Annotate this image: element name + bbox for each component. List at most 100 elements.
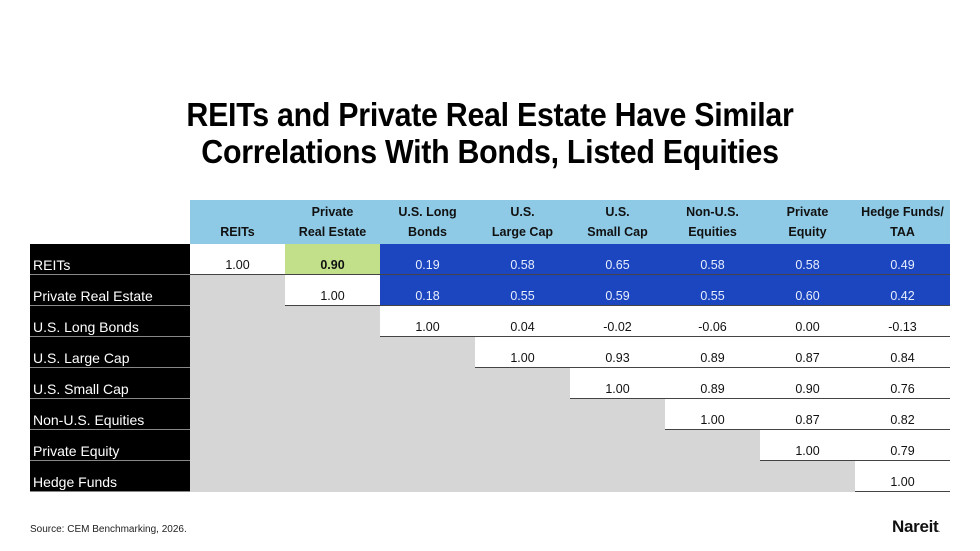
empty-cell <box>475 461 570 492</box>
empty-cell <box>380 368 475 399</box>
empty-cell <box>380 399 475 430</box>
empty-cell <box>475 430 570 461</box>
label-divider <box>30 274 190 275</box>
row-divider <box>570 398 950 399</box>
label-divider <box>30 429 190 430</box>
column-header: U.S. Long Bonds <box>380 200 475 244</box>
title-line-2: Correlations With Bonds, Listed Equities <box>201 133 779 170</box>
label-divider <box>30 336 190 337</box>
title-line-1: REITs and Private Real Estate Have Simil… <box>186 96 794 133</box>
correlation-cell: 0.79 <box>890 444 915 458</box>
table-header: REITs Private Real Estate U.S. Long Bonds U.S… <box>190 200 950 244</box>
column-header-line1: U.S. <box>510 205 535 219</box>
empty-cell <box>380 461 475 492</box>
column-header: Hedge Funds/TAA <box>855 200 950 244</box>
empty-cell <box>190 399 285 430</box>
column-header: Non-U.S. Equities <box>665 200 760 244</box>
empty-cell <box>760 461 855 492</box>
correlation-cell: 0.65 <box>570 244 665 275</box>
table-row: Private Real Estate 1.00 0.18 0.55 0.59 0.55 0… <box>30 275 950 306</box>
column-header-line1: Hedge Funds/ <box>861 205 944 219</box>
correlation-cell: 1.00 <box>605 382 630 396</box>
row-label: Non-U.S. Equities <box>30 399 190 430</box>
row-divider <box>475 367 950 368</box>
correlation-cell: 0.89 <box>700 351 725 365</box>
column-header-line2: REITs <box>220 225 255 239</box>
logo-dot: . <box>938 528 940 534</box>
column-header-line2: Small Cap <box>587 225 648 239</box>
correlation-cell: 0.42 <box>855 275 950 306</box>
table-row: U.S. Small Cap 1.00 0.89 0.90 0.76 <box>30 368 950 399</box>
empty-cell <box>380 337 475 368</box>
row-label: Private Equity <box>30 430 190 461</box>
empty-cell <box>285 430 380 461</box>
row-divider <box>855 491 950 492</box>
correlation-cell: 1.00 <box>890 475 915 489</box>
empty-cell <box>285 461 380 492</box>
correlation-cell: 0.87 <box>795 351 820 365</box>
correlation-cell: 1.00 <box>795 444 820 458</box>
correlation-cell: 0.58 <box>475 244 570 275</box>
correlation-cell: -0.13 <box>888 320 917 334</box>
column-header: U.S. Large Cap <box>475 200 570 244</box>
logo-text: Nareit <box>892 517 939 536</box>
row-divider <box>760 460 950 461</box>
column-header-line1: U.S. <box>605 205 630 219</box>
page-title: REITs and Private Real Estate Have Simil… <box>0 96 980 170</box>
empty-cell <box>570 399 665 430</box>
column-header: REITs <box>190 200 285 244</box>
correlation-cell: 0.55 <box>475 275 570 306</box>
correlation-cell: 0.87 <box>795 413 820 427</box>
empty-cell <box>190 337 285 368</box>
correlation-cell: 0.82 <box>890 413 915 427</box>
empty-cell <box>570 430 665 461</box>
empty-cell <box>665 430 760 461</box>
column-header-line2: Large Cap <box>491 225 554 239</box>
empty-cell <box>570 461 665 492</box>
correlation-cell: 0.90 <box>285 244 380 275</box>
correlation-cell: 1.00 <box>700 413 725 427</box>
column-header-line2: Equity <box>788 225 827 239</box>
correlation-cell: 0.49 <box>855 244 950 275</box>
correlation-cell: 1.00 <box>510 351 535 365</box>
row-label: U.S. Long Bonds <box>30 306 190 337</box>
correlation-cell: 0.18 <box>380 275 475 306</box>
table-row: U.S. Long Bonds 1.00 0.04 -0.02 -0.06 0.00 -0.… <box>30 306 950 337</box>
correlation-cell: -0.06 <box>698 320 727 334</box>
correlation-cell: 1.00 <box>320 289 345 303</box>
correlation-cell: 0.58 <box>760 244 855 275</box>
empty-cell <box>285 368 380 399</box>
empty-cell <box>475 399 570 430</box>
row-label: U.S. Small Cap <box>30 368 190 399</box>
nareit-logo: Nareit. <box>892 517 940 537</box>
empty-cell <box>380 430 475 461</box>
row-label: REITs <box>30 244 190 275</box>
correlation-cell: -0.02 <box>603 320 632 334</box>
empty-cell <box>190 306 285 337</box>
column-header-line1: U.S. Long <box>398 205 457 219</box>
correlation-cell: 0.00 <box>795 320 820 334</box>
column-header-line2: Real Estate <box>298 225 367 239</box>
table-row: Private Equity 1.00 0.79 <box>30 430 950 461</box>
column-header-line2: TAA <box>890 225 915 239</box>
column-header-line2: Equities <box>688 225 737 239</box>
empty-cell <box>190 430 285 461</box>
column-header-line1: Non-U.S. <box>686 205 739 219</box>
row-label: Hedge Funds <box>30 461 190 492</box>
empty-cell <box>665 461 760 492</box>
correlation-cell: 0.59 <box>570 275 665 306</box>
correlation-cell: 0.89 <box>700 382 725 396</box>
correlation-cell: 0.04 <box>510 320 535 334</box>
correlation-cell: 0.55 <box>665 275 760 306</box>
empty-cell <box>190 461 285 492</box>
source-note: Source: CEM Benchmarking, 2026. <box>30 524 187 535</box>
correlation-cell: 0.58 <box>665 244 760 275</box>
correlation-cell: 1.00 <box>225 258 250 272</box>
correlation-cell: 0.84 <box>890 351 915 365</box>
empty-cell <box>285 399 380 430</box>
correlation-cell: 0.93 <box>605 351 630 365</box>
label-divider <box>30 398 190 399</box>
table-row: REITs 1.00 0.90 0.19 0.58 0.65 0.58 0.58 0.49 <box>30 244 950 275</box>
row-divider <box>285 305 950 306</box>
table-row: U.S. Large Cap 1.00 0.93 0.89 0.87 0.84 <box>30 337 950 368</box>
